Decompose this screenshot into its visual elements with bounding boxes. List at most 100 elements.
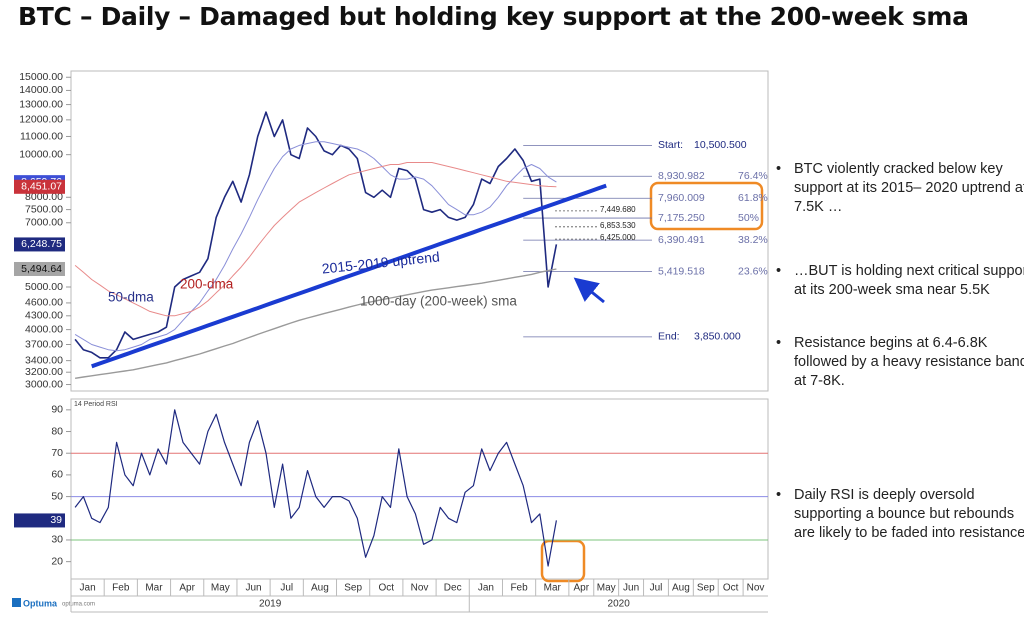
y-tick-label: 4600.00 xyxy=(25,297,63,309)
axis-tag-label: 5,494.64 xyxy=(21,263,62,275)
x-tick-label: Jan xyxy=(80,583,96,594)
series-line xyxy=(74,268,557,379)
highlight-box xyxy=(540,539,586,583)
x-tick-label: Mar xyxy=(544,583,562,594)
x-tick-label: Dec xyxy=(444,583,462,594)
fib-ratio: 50% xyxy=(738,212,759,224)
bullet: …BUT is holding next critical support at… xyxy=(776,262,1024,300)
series-line xyxy=(74,409,557,567)
x-tick-label: Oct xyxy=(723,583,739,594)
axis-tag-label: 6,248.75 xyxy=(21,238,62,250)
x-tick-label: Jun xyxy=(623,583,639,594)
x-tick-label: Jul xyxy=(280,583,293,594)
arrow xyxy=(573,277,605,304)
bullet: Resistance begins at 6.4-6.8K followed b… xyxy=(776,334,1024,391)
y-tick-label: 12000.00 xyxy=(19,114,63,126)
fib-ratio: End: xyxy=(658,331,680,343)
y-tick-label: 10000.00 xyxy=(19,148,63,160)
y-tick-label: 3000.00 xyxy=(25,378,63,390)
fib-ratio: 23.6% xyxy=(738,265,768,277)
y-tick-label: 7000.00 xyxy=(25,217,63,229)
y-tick-label: 8000.00 xyxy=(25,191,63,203)
x-tick-label: Apr xyxy=(179,583,195,594)
y-tick-label: 14000.00 xyxy=(19,84,63,96)
rsi-panel xyxy=(70,398,769,580)
fib-ratio: 38.2% xyxy=(738,234,768,246)
y-tick-label: 4000.00 xyxy=(25,323,63,335)
y-tick-label: 3400.00 xyxy=(25,354,63,366)
logo: Optuma xyxy=(23,598,58,608)
y-tick-label: 70 xyxy=(51,447,63,459)
axis-tag xyxy=(14,513,65,528)
x-tick-label: Oct xyxy=(379,583,395,594)
x-tick-label: Jul xyxy=(650,583,663,594)
series-annotation: 50-dma xyxy=(108,290,154,305)
x-tick-label: May xyxy=(597,583,616,594)
fib-value: 7,175.250 xyxy=(658,212,705,224)
y-tick-label: 90 xyxy=(51,404,63,416)
y-tick-label: 5000.00 xyxy=(25,281,63,293)
minor-level-label: 7,449.680 xyxy=(600,205,636,214)
chart: 14 Period RSI Optuma optuma.com 15000.00… xyxy=(12,70,769,613)
minor-level-label: 6,853.530 xyxy=(600,221,636,230)
y-tick-label: 3700.00 xyxy=(25,338,63,350)
fib-value: 10,500.500 xyxy=(694,139,747,151)
highlight-box xyxy=(649,181,764,231)
y-tick-label: 4300.00 xyxy=(25,310,63,322)
y-tick-label: 15000.00 xyxy=(19,71,63,83)
y-tick-label: 50 xyxy=(51,490,63,502)
bullet: Daily RSI is deeply oversold supporting … xyxy=(776,486,1024,543)
series-line xyxy=(74,141,557,352)
logo-icon xyxy=(12,598,21,607)
axis-tag xyxy=(14,237,65,252)
fib-ratio: 76.4% xyxy=(738,170,768,182)
x-tick-label: Aug xyxy=(672,583,690,594)
minor-level-label: 6,425.000 xyxy=(600,233,636,242)
series-line xyxy=(91,183,607,369)
series-line xyxy=(74,162,557,317)
x-tick-label: Mar xyxy=(145,583,163,594)
series-annotation: 1000-day (200-week) sma xyxy=(360,294,517,309)
x-tick-label: Apr xyxy=(574,583,590,594)
axis-tag-label: 39 xyxy=(50,514,62,526)
axis-tag-label: 8,451.07 xyxy=(21,181,62,193)
x-tick-label: Feb xyxy=(112,583,130,594)
fib-value: 3,850.000 xyxy=(694,331,741,343)
fib-ratio: Start: xyxy=(658,139,683,151)
y-tick-label: 7500.00 xyxy=(25,203,63,215)
price-panel xyxy=(70,70,769,392)
series-annotation: 2015-2019 uptrend xyxy=(321,248,440,276)
fib-value: 8,930.982 xyxy=(658,170,705,182)
fib-value: 6,390.491 xyxy=(658,234,705,246)
x-tick-label: Sep xyxy=(697,583,715,594)
y-tick-label: 13000.00 xyxy=(19,98,63,110)
x-tick-label: Jan xyxy=(478,583,494,594)
series-annotation: 200-dma xyxy=(180,277,234,292)
bullet: BTC violently cracked below key support … xyxy=(776,160,1024,217)
fib-value: 7,960.009 xyxy=(658,192,705,204)
y-tick-label: 60 xyxy=(51,469,63,481)
fib-ratio: 61.8% xyxy=(738,192,768,204)
fib-value: 5,419.518 xyxy=(658,265,705,277)
axis-tag xyxy=(14,261,65,276)
x-tick-label: Sep xyxy=(344,583,362,594)
title: BTC – Daily – Damaged but holding key su… xyxy=(18,2,969,31)
x-tick-label: Nov xyxy=(747,583,765,594)
year-label: 2020 xyxy=(608,599,631,610)
y-tick-label: 30 xyxy=(51,534,63,546)
year-label: 2019 xyxy=(259,599,282,610)
x-tick-label: May xyxy=(211,583,230,594)
x-tick-label: Jun xyxy=(245,583,261,594)
rsi-title: 14 Period RSI xyxy=(74,401,118,408)
x-tick-label: Aug xyxy=(311,583,329,594)
y-tick-label: 80 xyxy=(51,425,63,437)
x-tick-label: Feb xyxy=(510,583,528,594)
logo-url: optuma.com xyxy=(62,602,95,608)
x-tick-label: Nov xyxy=(411,583,429,594)
y-tick-label: 20 xyxy=(51,555,63,567)
y-tick-label: 11000.00 xyxy=(20,130,63,142)
axis-tag xyxy=(14,179,65,194)
series-line xyxy=(74,111,558,359)
y-tick-label: 3200.00 xyxy=(25,366,63,378)
